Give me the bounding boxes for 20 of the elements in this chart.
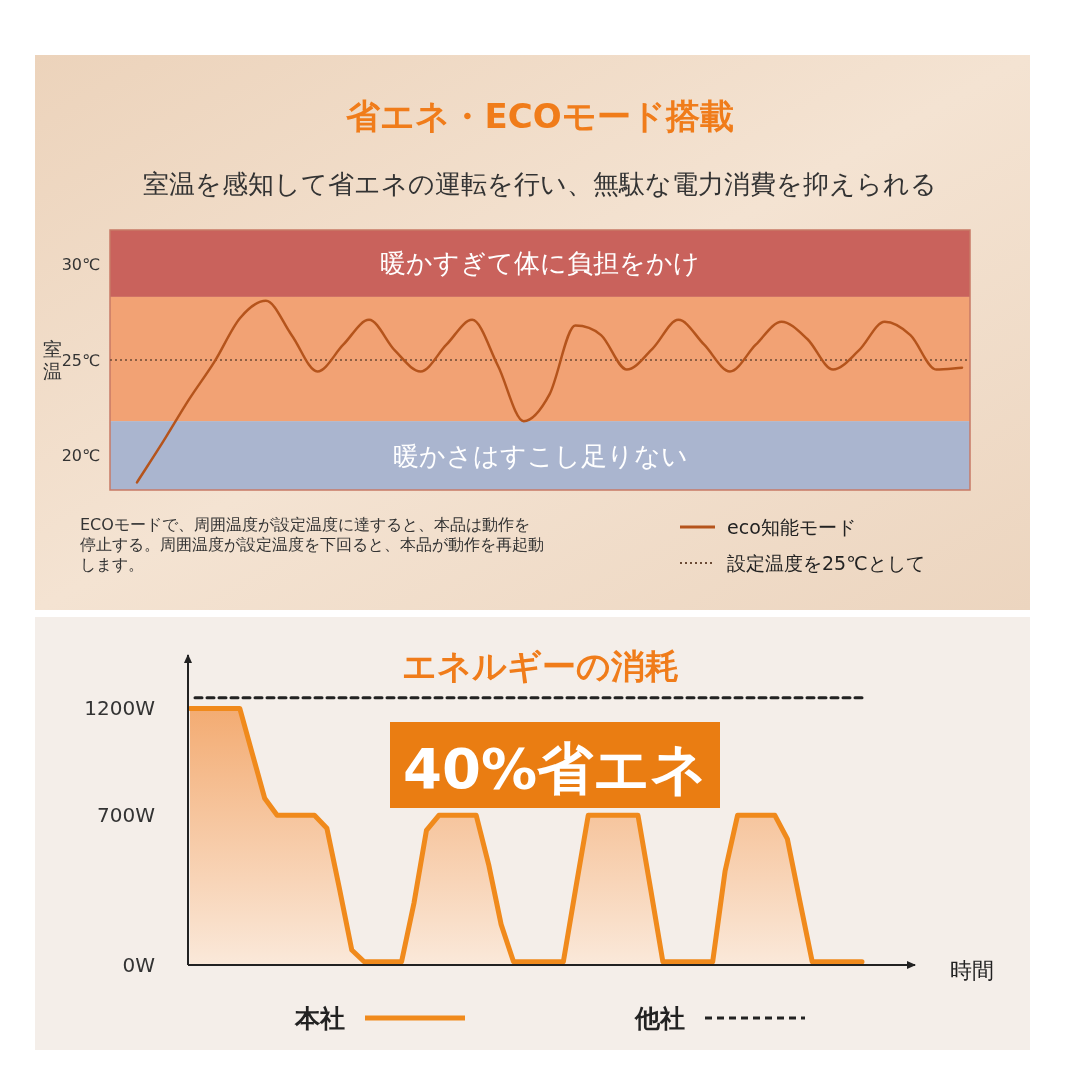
chart-subtitle: 室温を感知して省エネの運転を行い、無駄な電力消費を抑えられる [143, 169, 937, 199]
band-label: 暖かさはすこし足りない [392, 440, 688, 471]
legend-label: eco知能モード [727, 515, 856, 538]
y-tick-label: 700W [97, 803, 156, 828]
y-tick-label: 25℃ [61, 350, 101, 370]
text: ECOモードで、周囲温度が設定温度に達すると、本品は動作を停止する。周囲温度が設定温度を下回ると、本品が動作を再起動します。 [80, 515, 544, 574]
chart-title: 省エネ・ECOモード搭載 [345, 96, 734, 136]
chart-title: エネルギーの消耗 [401, 646, 679, 686]
y-axis-title: 室温 [42, 338, 62, 382]
y-tick-label: 20℃ [61, 446, 101, 466]
line-series [135, 299, 964, 484]
y-tick-label: 1200W [84, 696, 156, 721]
x-axis-title: 時間 [950, 958, 994, 983]
y-tick-label: 30℃ [61, 255, 101, 275]
annotation: 40%省エネ [402, 735, 708, 801]
legend-label: 本社 [294, 1003, 345, 1033]
y-tick-label: 0W [122, 953, 156, 977]
band-label: 暖かすぎて体に負担をかけ [380, 248, 700, 279]
legend-label: 設定温度を25℃として [727, 551, 925, 574]
legend-label: 他社 [634, 1003, 685, 1033]
